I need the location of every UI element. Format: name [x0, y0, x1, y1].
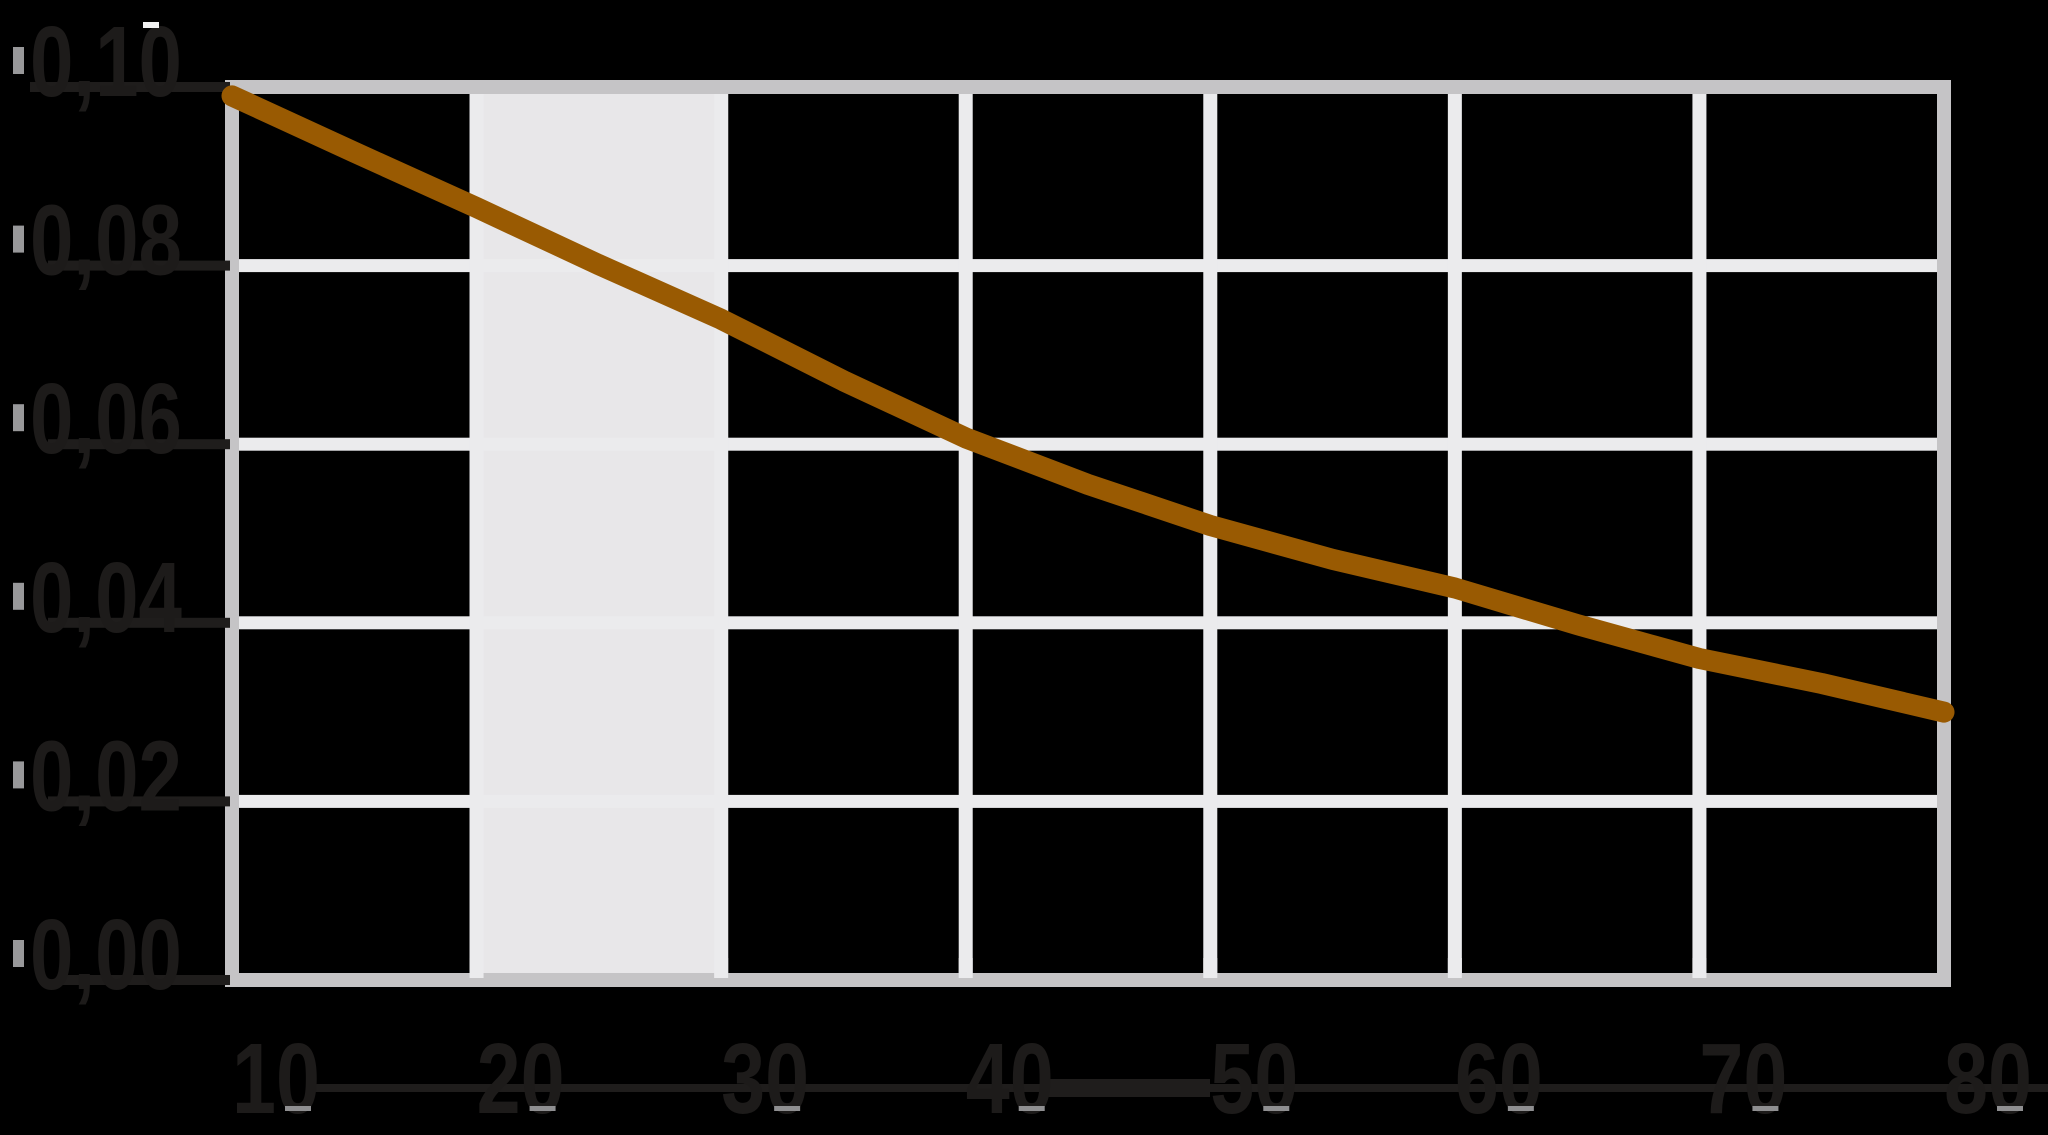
bottom-axis-tick: [1203, 958, 1218, 978]
bottom-axis-tick: [958, 958, 973, 978]
y-tick-label: 0,06: [30, 363, 182, 475]
x-label-under-dash: [1263, 1106, 1290, 1111]
x-label-under-dash: [1997, 1106, 2023, 1111]
highlight-band: [469, 94, 729, 973]
gridline-horizontal: [225, 259, 1951, 273]
x-tick-label: 80: [1944, 1023, 2032, 1135]
x-label-under-dash: [774, 1106, 801, 1111]
stray-white-dash: [143, 22, 159, 28]
y-axis-side-tick: [13, 225, 24, 253]
x-tick-label: 70: [1699, 1023, 1787, 1135]
bottom-axis-tick: [714, 958, 729, 978]
y-axis-side-tick: [13, 940, 24, 967]
x-label-under-dash: [529, 1106, 556, 1111]
x-label-under-dash: [1018, 1106, 1045, 1111]
x-label-under-dash: [285, 1106, 311, 1111]
y-tick-leader-line: [48, 260, 230, 271]
y-axis-side-tick: [13, 404, 24, 432]
x-label-under-dash: [1507, 1106, 1534, 1111]
bottom-axis-tick: [469, 958, 484, 978]
gridline-horizontal: [225, 616, 1951, 630]
gridline-horizontal: [225, 437, 1951, 451]
x-tick-label: 40: [966, 1023, 1054, 1135]
y-axis-side-tick: [13, 761, 24, 789]
y-tick-label: 0,00: [30, 899, 182, 1011]
x-label-strikethrough-thick-segment: [1043, 1079, 1210, 1097]
y-tick-leader-line: [48, 796, 230, 807]
bottom-axis-tick: [1692, 958, 1707, 978]
y-tick-label: 0,04: [30, 542, 182, 654]
x-label-under-dash: [1752, 1106, 1779, 1111]
x-tick-label: 20: [477, 1023, 565, 1135]
y-axis-side-tick: [13, 582, 24, 610]
y-tick-leader-line: [58, 975, 230, 985]
plot-border: [225, 80, 1951, 987]
y-tick-label: 0,10: [30, 6, 182, 118]
gridline-horizontal: [225, 794, 1951, 808]
y-tick-label: 0,02: [30, 720, 182, 832]
y-tick-leader-line: [30, 82, 230, 92]
y-tick-leader-line: [48, 617, 230, 628]
gridline-vertical: [1447, 80, 1462, 973]
y-tick-label: 0,08: [30, 185, 182, 297]
bottom-axis-tick: [1447, 958, 1462, 978]
x-tick-label: 10: [232, 1023, 320, 1135]
gridline-vertical: [1692, 80, 1707, 973]
x-tick-label: 60: [1455, 1023, 1543, 1135]
x-tick-label: 30: [721, 1023, 809, 1135]
gridline-vertical: [958, 80, 973, 973]
data-curve: [221, 85, 1955, 723]
y-tick-leader-line: [48, 439, 230, 450]
y-axis-side-tick: [13, 47, 24, 74]
gridline-vertical: [714, 80, 729, 973]
gridline-vertical: [469, 80, 484, 973]
x-tick-label: 50: [1210, 1023, 1298, 1135]
